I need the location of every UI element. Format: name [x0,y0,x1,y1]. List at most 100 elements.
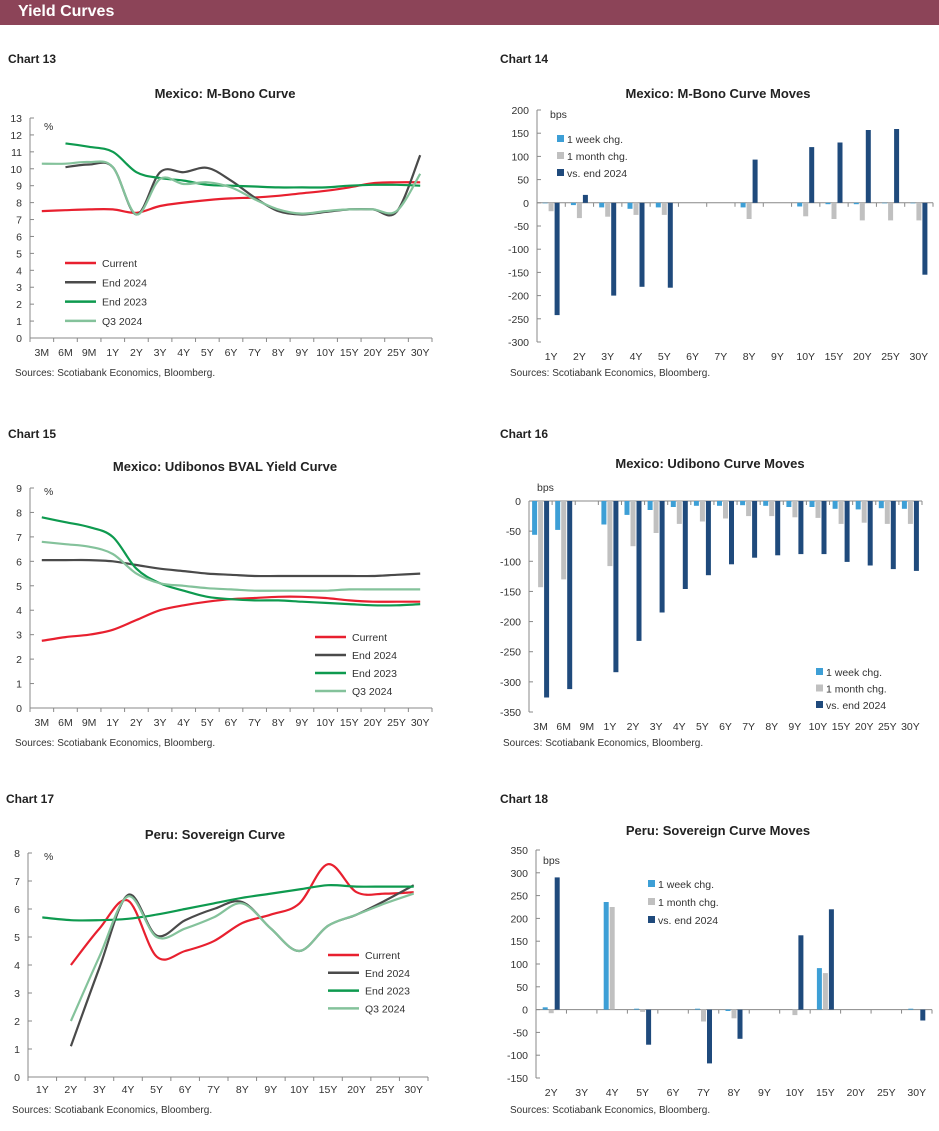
y-tick-label: 10 [10,164,22,176]
legend-swatch [557,152,564,159]
y-tick-label: 0 [522,1005,528,1017]
x-tick-label: 9Y [296,347,309,359]
y-tick-label: 2 [16,299,22,311]
bar-vs-end-2024 [844,501,850,562]
bar-1-month-chg [630,501,636,547]
x-tick-label: 1Y [603,721,616,733]
chart-source: Sources: Scotiabank Economics, Bloomberg… [15,368,215,379]
bar-1-month-chg [815,501,821,518]
bar-1-month-chg [576,202,582,219]
bar-1-week-chg [542,1007,548,1010]
x-tick-label: 6Y [686,351,699,363]
chart-source: Sources: Scotiabank Economics, Bloomberg… [12,1105,212,1116]
bar-vs-end-2024 [659,501,665,613]
legend-label: 1 week chg. [567,134,623,146]
bar-1-week-chg [624,501,630,515]
y-tick-label: 2 [16,654,22,666]
x-tick-label: 15Y [340,717,359,729]
x-tick-label: 3Y [93,1084,106,1096]
x-tick-label: 2Y [130,347,143,359]
x-tick-label: 1Y [106,347,119,359]
legend-label: End 2023 [352,668,397,680]
bar-vs-end-2024 [798,935,804,1010]
y-tick-label: 200 [510,913,528,925]
x-tick-label: 8Y [743,351,756,363]
y-unit-label: % [44,851,53,863]
series-line-end-2023 [65,142,421,189]
x-tick-label: 1Y [545,351,558,363]
bar-vs-end-2024 [554,202,560,316]
legend-swatch [648,898,655,905]
bar-vs-end-2024 [920,1009,926,1021]
x-tick-label: 30Y [411,717,430,729]
bar-1-month-chg [731,1009,737,1019]
x-tick-label: 2Y [545,1087,558,1099]
chart-title: Mexico: Udibono Curve Moves [615,456,804,471]
y-tick-label: 5 [16,581,22,593]
bar-1-month-chg [653,501,659,533]
legend-label: End 2024 [365,968,410,980]
chart-chart-14: Chart 14 Mexico: M-Bono Curve Moves bps Sou… [500,52,934,379]
legend-label: 1 week chg. [658,879,714,891]
x-tick-label: 3Y [154,717,167,729]
bar-1-week-chg [670,501,676,507]
x-tick-label: 3Y [575,1087,588,1099]
bar-vs-end-2024 [867,501,873,566]
x-tick-label: 5Y [150,1084,163,1096]
x-tick-label: 25Y [376,1084,395,1096]
bar-1-week-chg [695,1008,700,1010]
bar-1-month-chg [701,1009,706,1022]
y-tick-label: -300 [508,337,529,349]
bar-1-week-chg [655,202,661,208]
y-tick-label: 8 [16,198,22,210]
bar-1-week-chg [601,501,607,525]
chart-title: Peru: Sovereign Curve Moves [626,823,810,838]
legend-label: End 2023 [365,986,410,998]
bar-1-month-chg [538,501,544,588]
bar-vs-end-2024 [775,501,781,556]
bar-vs-end-2024 [646,1009,652,1045]
x-tick-label: 25Y [881,351,900,363]
x-tick-label: 1Y [106,717,119,729]
x-tick-label: 3Y [601,351,614,363]
y-tick-label: 7 [14,876,20,888]
y-tick-label: 100 [511,151,529,163]
legend-swatch [816,701,823,708]
x-tick-label: 5Y [696,721,709,733]
bar-vs-end-2024 [922,202,928,275]
chart-source: Sources: Scotiabank Economics, Bloomberg… [503,738,703,749]
x-tick-label: 5Y [658,351,671,363]
x-tick-label: 2Y [64,1084,77,1096]
bar-vs-end-2024 [682,501,688,589]
bar-vs-end-2024 [828,909,834,1010]
bar-vs-end-2024 [667,202,673,288]
x-tick-label: 2Y [130,717,143,729]
y-tick-label: 3 [14,988,20,1000]
legend-label: 1 month chg. [658,897,719,909]
series-line-end-2023 [41,516,421,607]
chart-label: Chart 13 [8,52,56,66]
chart-chart-15: Chart 15 Mexico: Udibonos BVAL Yield Curv… [8,427,433,749]
y-tick-label: 6 [16,231,22,243]
y-tick-label: 9 [16,181,22,193]
x-tick-label: 30Y [907,1087,926,1099]
bar-1-month-chg [699,501,705,522]
bar-vs-end-2024 [737,1009,743,1039]
bar-1-month-chg [831,202,837,219]
x-tick-label: 7Y [742,721,755,733]
y-tick-label: 12 [10,130,22,142]
x-tick-label: 15Y [340,347,359,359]
x-tick-label: 3M [533,721,548,733]
x-tick-label: 6M [58,347,73,359]
x-tick-label: 6M [58,717,73,729]
bar-vs-end-2024 [705,501,711,576]
x-tick-label: 6Y [225,717,238,729]
y-tick-label: -200 [500,617,521,629]
y-tick-label: 0 [515,496,521,508]
y-tick-label: -150 [508,267,529,279]
x-tick-label: 25Y [387,717,406,729]
chart-label: Chart 15 [8,427,56,441]
bar-1-week-chg [725,1009,731,1011]
bar-1-month-chg [792,501,798,518]
y-unit-label: bps [543,855,560,867]
